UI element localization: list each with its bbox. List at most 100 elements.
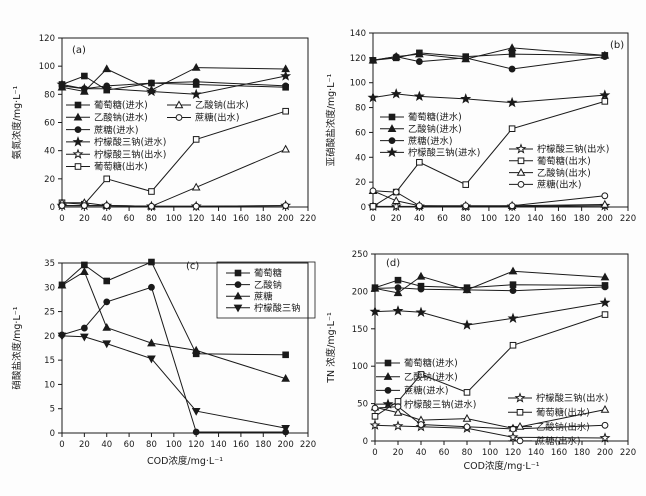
y-tick-label: 40 xyxy=(44,147,55,157)
x-tick-label: 40 xyxy=(101,440,112,450)
y-axis-title: 亚硝酸盐浓度/mg·L⁻¹ xyxy=(325,74,337,167)
legend-label: 蔗糖(进水) xyxy=(408,135,452,147)
y-tick-label: 100 xyxy=(352,362,368,372)
x-tick-label: 40 xyxy=(101,214,112,224)
y-tick-label: 60 xyxy=(355,128,366,138)
x-tick-label: 0 xyxy=(59,440,64,450)
x-tick-label: 160 xyxy=(233,440,249,450)
legend-d-0: 葡萄糖(进水) 乙酸钠(进水) 蔗糖(进水)柠檬酸三钠(进水) xyxy=(376,357,476,410)
y-tick-label: 15 xyxy=(44,356,55,366)
chart-panel-c: 0 20 40 60 80 100 120 140 160 180 200 220 0 5 10 15 20 25… xyxy=(0,248,323,496)
series-b-3 xyxy=(367,88,611,108)
series-d-2 xyxy=(371,283,609,295)
y-axis-title: 硝酸盐浓度/mg·L⁻¹ xyxy=(11,306,23,389)
legend-label: 柠檬酸三钠(出水) xyxy=(537,143,609,155)
legend-label: 乙酸钠(进水) xyxy=(404,371,458,383)
legend-label: 蔗糖(进水) xyxy=(404,385,448,397)
x-tick-label: 180 xyxy=(255,214,271,224)
y-axis: 0 20 40 60 80 100 120 xyxy=(39,34,62,213)
legend-label: 蔗糖(出水) xyxy=(537,179,581,191)
y-tick-label: 140 xyxy=(350,29,366,39)
legend-label: 乙酸钠(进水) xyxy=(408,123,462,135)
x-tick-label: 0 xyxy=(59,214,64,224)
chart-panel-a: 0 20 40 60 80 100 120 140 160 180 200 220 0 20 40 60 80 1… xyxy=(0,0,323,248)
chart-panel-b: 0 20 40 60 80 100 120 140 160 180 200 220 0 20 40 60 80 1… xyxy=(323,0,646,248)
y-tick-label: 50 xyxy=(357,400,368,410)
legend-label: 蔗糖 xyxy=(254,290,273,302)
legend-b-0: 葡萄糖(进水)乙酸钠(进水)蔗糖(进水)柠檬酸三钠(进水) xyxy=(380,111,480,159)
legend-label: 葡萄糖(出水) xyxy=(537,155,591,167)
legend-b-1: 柠檬酸三钠(出水)葡萄糖(出水)乙酸钠(出水)蔗糖(出水) xyxy=(509,143,609,191)
x-axis-title: COD浓度/mg·L⁻¹ xyxy=(463,460,539,472)
plot-frame xyxy=(374,253,629,442)
legend-label: 柠檬酸三钠 xyxy=(254,302,301,314)
x-tick-label: 160 xyxy=(550,214,566,224)
y-tick-label: 120 xyxy=(350,54,366,64)
y-tick-label: 100 xyxy=(39,62,55,72)
legend-label: 柠檬酸三钠(出水) xyxy=(94,148,166,160)
series-c-3 xyxy=(57,332,290,433)
series-d-7 xyxy=(371,403,609,433)
chart-d-svg: 0 20 40 60 80 100 120 140 160 180 200 220 0 50 100 150 2… xyxy=(325,250,636,472)
series-a-7 xyxy=(58,202,290,210)
x-tick-label: 60 xyxy=(124,440,135,450)
x-tick-label: 80 xyxy=(462,448,473,458)
x-tick-label: 60 xyxy=(439,448,450,458)
x-axis: 0 20 40 60 80 100 120 140 160 180 200 220 xyxy=(59,433,316,450)
y-tick-label: 100 xyxy=(350,79,366,89)
y-tick-label: 20 xyxy=(44,175,55,185)
series-d-1 xyxy=(370,266,610,297)
x-tick-label: 200 xyxy=(597,448,613,458)
series-a-2 xyxy=(58,78,290,93)
x-tick-label: 0 xyxy=(370,214,375,224)
legend-label: 乙酸钠(进水) xyxy=(94,112,148,124)
x-tick-label: 140 xyxy=(528,448,544,458)
x-tick-label: 120 xyxy=(504,214,520,224)
x-tick-label: 0 xyxy=(372,448,377,458)
y-tick-label: 40 xyxy=(355,153,366,163)
panel-letter: (a) xyxy=(72,45,86,56)
legend-label: 柠檬酸三钠(进水) xyxy=(408,147,480,159)
x-axis-title: COD浓度/mg·L⁻¹ xyxy=(147,455,223,467)
chart-a-svg: 0 20 40 60 80 100 120 140 160 180 200 220 0 20 40 60 80 1… xyxy=(11,34,316,224)
x-tick-label: 100 xyxy=(166,214,182,224)
legend-label: 葡萄糖(进水) xyxy=(408,111,462,123)
y-tick-label: 60 xyxy=(44,119,55,129)
plot-frame xyxy=(372,32,629,208)
legend-label: 蔗糖(出水) xyxy=(536,435,580,447)
panel-letter: (d) xyxy=(386,258,400,269)
series-b-2 xyxy=(369,53,609,73)
legend-label: 柠檬酸三钠(进水) xyxy=(94,136,166,148)
x-tick-label: 120 xyxy=(505,448,521,458)
x-tick-label: 140 xyxy=(210,440,226,450)
legend-label: 葡萄糖(出水) xyxy=(536,407,590,419)
x-tick-label: 100 xyxy=(482,448,498,458)
legend-label: 乙酸钠(出水) xyxy=(536,421,590,433)
x-axis: 0 20 40 60 80 100 120 140 160 180 200 220 xyxy=(59,207,316,224)
x-tick-label: 200 xyxy=(597,214,613,224)
panel-letter: (b) xyxy=(610,40,624,51)
y-tick-label: 0 xyxy=(363,437,368,447)
y-tick-label: 25 xyxy=(44,308,55,318)
x-tick-label: 80 xyxy=(460,214,471,224)
series-b-1 xyxy=(368,43,610,64)
y-axis: 0 5 10 15 20 25 30 35 xyxy=(44,259,62,439)
chart-b-svg: 0 20 40 60 80 100 120 140 160 180 200 220 0 20 40 60 80 1… xyxy=(325,29,636,224)
x-axis: 0 20 40 60 80 100 120 140 160 180 200 220 xyxy=(372,441,636,458)
x-tick-label: 40 xyxy=(416,448,427,458)
y-tick-label: 10 xyxy=(44,380,55,390)
y-tick-label: 120 xyxy=(39,34,55,44)
x-tick-label: 200 xyxy=(278,214,294,224)
legend-a-1: 乙酸钠(出水)蔗糖(出水) xyxy=(167,99,249,124)
x-tick-label: 60 xyxy=(437,214,448,224)
y-tick-label: 30 xyxy=(44,283,55,293)
x-tick-label: 140 xyxy=(210,214,226,224)
x-tick-label: 20 xyxy=(393,448,404,458)
x-tick-label: 20 xyxy=(391,214,402,224)
legend-label: 乙酸钠(出水) xyxy=(537,167,591,179)
legend-label: 葡萄糖 xyxy=(254,267,282,279)
series-a-0 xyxy=(58,72,289,94)
y-tick-label: 150 xyxy=(352,325,368,335)
legend-label: 柠檬酸三钠(进水) xyxy=(404,398,476,410)
